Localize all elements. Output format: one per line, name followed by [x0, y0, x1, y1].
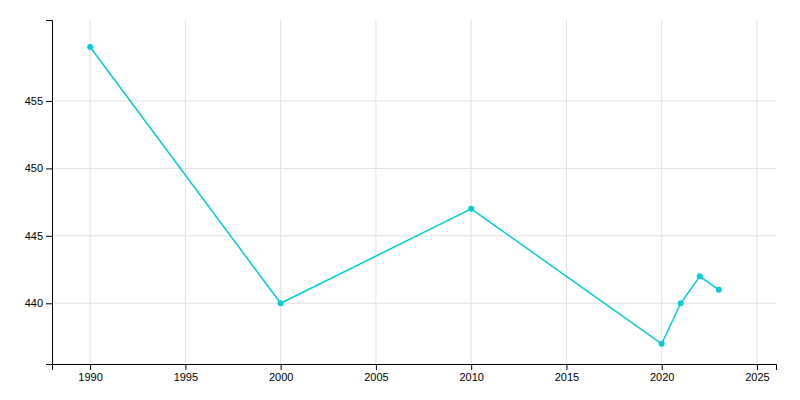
tick-label: 440 [25, 297, 43, 309]
tick-mark [46, 168, 52, 169]
grid-line [566, 20, 567, 364]
grid-line [661, 20, 662, 364]
tick: 2020 [650, 364, 674, 383]
tick: 2005 [364, 364, 388, 383]
tick: 1990 [78, 364, 102, 383]
tick-label: 2010 [459, 371, 483, 383]
tick-label: 1995 [174, 371, 198, 383]
tick-label: 445 [25, 230, 43, 242]
tick-mark [662, 364, 663, 370]
marks [87, 44, 722, 347]
grid-line [90, 20, 91, 364]
tick: 445 [25, 230, 52, 242]
grid-line [375, 20, 376, 364]
grid-line [52, 100, 776, 101]
axis-line [46, 21, 53, 365]
tick-mark [90, 364, 91, 370]
tick: 440 [25, 297, 52, 309]
tick-mark [281, 364, 282, 370]
tick: 1995 [174, 364, 198, 383]
line [90, 47, 719, 344]
tick-label: 2000 [269, 371, 293, 383]
tick-mark [757, 364, 758, 370]
tick-label: 455 [25, 95, 43, 107]
chart: 1990 1995 2000 2005 2010 2015 2020 2025 440 445 45… [0, 0, 800, 400]
tick: 2025 [745, 364, 769, 383]
grid-line [52, 168, 776, 169]
y-axis: 440 445 450 455 [25, 21, 53, 365]
axis-line [53, 365, 777, 371]
tick-label: 1990 [78, 371, 102, 383]
point [87, 44, 93, 50]
point [468, 206, 474, 212]
grid-line [52, 235, 776, 236]
tick-label: 450 [25, 162, 43, 174]
tick-mark [376, 364, 377, 370]
point [716, 287, 722, 293]
tick: 2010 [459, 364, 483, 383]
x-axis: 1990 1995 2000 2005 2010 2015 2020 2025 [53, 364, 777, 383]
point [278, 300, 284, 306]
tick-label: 2025 [745, 371, 769, 383]
point [697, 273, 703, 279]
grid-line [52, 303, 776, 304]
grid-line [756, 20, 757, 364]
tick: 2015 [555, 364, 579, 383]
grid [52, 20, 776, 364]
point [678, 300, 684, 306]
tick: 2000 [269, 364, 293, 383]
plot: 1990 1995 2000 2005 2010 2015 2020 2025 440 445 45… [25, 20, 777, 383]
tick: 455 [25, 95, 52, 107]
point [659, 341, 665, 347]
grid-line [471, 20, 472, 364]
tick-mark [185, 364, 186, 370]
tick-mark [471, 364, 472, 370]
grid-line [185, 20, 186, 364]
grid-line [280, 20, 281, 364]
tick-mark [46, 236, 52, 237]
tick-mark [566, 364, 567, 370]
tick-label: 2005 [364, 371, 388, 383]
tick-mark [46, 303, 52, 304]
tick-mark [46, 101, 52, 102]
tick-label: 2015 [555, 371, 579, 383]
tick-label: 2020 [650, 371, 674, 383]
tick: 450 [25, 162, 52, 174]
